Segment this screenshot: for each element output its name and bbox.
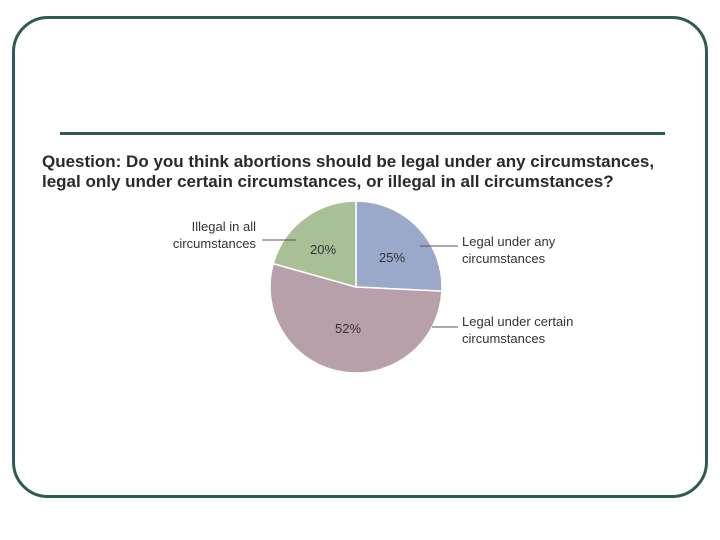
slice-labels: 25% Legal under any circumstances 52% Legal … bbox=[173, 219, 573, 346]
pie-slices bbox=[269, 200, 443, 374]
chart-question: Question: Do you think abortions should … bbox=[42, 152, 655, 191]
slice-value-label-2: 20% bbox=[310, 242, 336, 257]
title-divider bbox=[60, 132, 665, 135]
slice-category-label-0: Legal under any circumstances bbox=[462, 234, 556, 266]
leader-lines bbox=[262, 239, 458, 328]
slice-category-label-2: Illegal in all circumstances bbox=[173, 219, 257, 251]
pie-slice-0 bbox=[355, 200, 443, 292]
pie-slice-2 bbox=[272, 200, 357, 288]
slice-value-label-1: 52% bbox=[335, 321, 361, 336]
slice-value-label-0: 25% bbox=[379, 250, 405, 265]
pie-slice-1 bbox=[269, 262, 443, 374]
slice-category-label-1: Legal under certain circumstances bbox=[462, 314, 573, 346]
